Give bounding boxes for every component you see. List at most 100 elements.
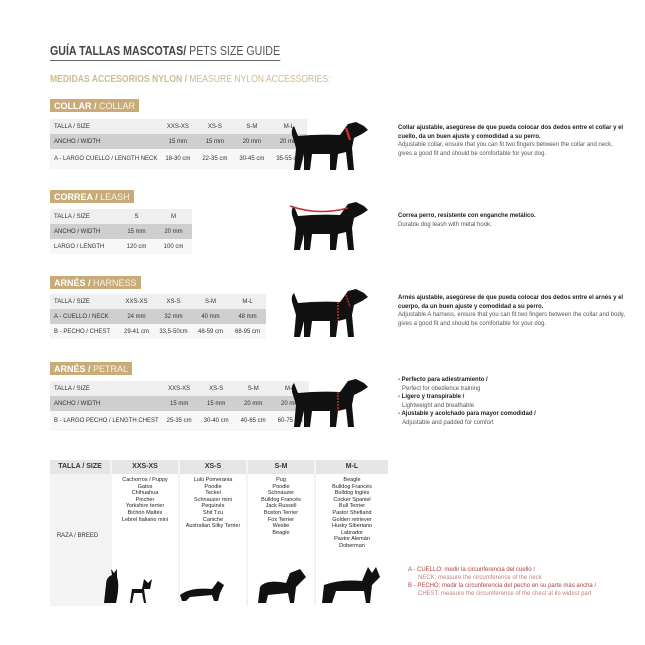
breed-item: Labrador [340,529,364,536]
breed-item: Bulldog Francés [261,496,301,503]
collar-table: TALLA / SIZE XXS-XS XS-S S-M M-L ANCHO / WIDT… [50,119,308,169]
table-cell: XS-S [155,294,192,309]
breed-item: Yorkshire terrier [125,503,165,510]
breed-item: Pug [276,477,286,483]
dog-leash-icon [289,202,368,250]
breed-item: Chihuahua [131,490,159,497]
table-row: TALLA / SIZE XXS-XS XS-S S-M M-L [50,119,308,134]
table-row: ANCHO / WIDTH 15 mm 20 mm [50,224,192,239]
table-cell: 48 mm [229,309,266,324]
table-row: TALLA / SIZE S M [50,209,192,224]
breed-item: Lulú Pomerania [193,477,233,483]
table-cell: 32 mm [155,309,192,324]
row-label: TALLA / SIZE [50,209,118,224]
breed-item: Poodle [204,483,222,490]
breed-item: Bulldog Inglés [334,490,370,497]
table-row: A - LARGO CUELLO / LENGTH NECK 18-30 cm 22… [50,149,308,169]
table-cell: 15 mm [159,134,197,149]
table-row: ANCHO / WIDTH 15 mm 15 mm 20 mm 20 mm [50,396,309,411]
breed-item: Pastor Shetland [332,509,372,516]
table-cell: M-L [270,119,308,134]
harness-description: Arnés ajustable, asegúrese de que pueda … [398,295,626,327]
collar-description: Collar ajustable, asegúrese de que pueda… [398,125,624,157]
table-cell: XXS-XS [118,294,155,309]
breed-item: Boston Terrier [263,509,299,516]
table-cell: S [118,209,155,224]
table-cell: 48-59 cm [192,324,229,339]
row-label: TALLA / SIZE [50,294,118,309]
table-cell: M-L [229,294,266,309]
petral-table: TALLA / SIZE XXS-XS XS-S S-M M-L ANCHO / WIDT… [50,381,309,431]
breed-column: XS-S Lulú Pomerania Poodle Teckel Schnauzer … [178,460,246,606]
breed-column: XXS-XS Cachorros / Puppy Gatos Chihuahua Pin… [110,460,178,606]
table-cell: M-L [271,381,309,396]
breed-size-header: M-L [316,460,388,474]
breed-item: Pincher [135,496,155,503]
table-cell: 100 cm [155,239,192,254]
row-label: B - PECHO / CHEST [50,324,118,339]
dog-collar-icon [291,122,368,170]
breed-item: Schnauzer [267,490,295,497]
table-row: TALLA / SIZE XXS-XS XS-S S-M M-L [50,381,309,396]
table-row: A - CUELLO / NECK 24 mm 32 mm 40 mm 48 mm [50,309,266,324]
row-label: TALLA / SIZE [50,119,160,134]
breed-item: Golden retriever [332,516,372,523]
table-row: TALLA / SIZE XXS-XS XS-S S-M M-L [50,294,266,309]
dog-harness-icon [291,289,368,337]
breed-item: Bull Terrier [338,503,366,510]
breed-item: Caniche [202,516,224,523]
breed-item: Cocker Spaniel [333,496,371,503]
row-label: B - LARGO PECHO / LENGTH CHEST [50,411,161,431]
table-cell: XS-S [196,119,234,134]
breed-size-header: XXS-XS [112,460,178,474]
breed-item: Teckel [205,490,221,497]
table-cell: XXS-XS [159,119,197,134]
row-label: TALLA / SIZE [50,381,161,396]
subtitle: MEDIDAS ACCESORIOS NYLON / MEASURE NYLON… [50,73,331,85]
table-cell: 25-35 cm [160,411,198,431]
row-label: A - CUELLO / NECK [50,309,118,324]
row-label: ANCHO / WIDTH [50,396,161,411]
table-cell: M [155,209,192,224]
breed-item: Fox Terrier [267,516,295,523]
breed-item: Husky Siberiano [331,523,373,530]
table-cell: XS-S [197,381,235,396]
breed-item: Bulldog Francés [332,483,372,490]
leash-description: Correa perro, resistente con enganche me… [398,213,536,228]
dog-petral-icon [291,379,368,427]
petral-badge: ARNÉS / PETRAL [50,362,133,375]
row-label: ANCHO / WIDTH [50,134,160,149]
harness-table: TALLA / SIZE XXS-XS XS-S S-M M-L A - CUELLO /… [50,294,266,339]
row-label: ANCHO / WIDTH [50,224,118,239]
breed-item: Westie [272,523,290,530]
breed-size-header: XS-S [180,460,246,474]
table-cell: 20 mm [234,396,272,411]
size-header: TALLA / SIZE [50,460,110,474]
table-row: B - PECHO / CHEST 29-41 cm 33,5-50cm 48-59 … [50,324,266,339]
breed-item: Pequinés [201,503,225,510]
breed-item: Jack Russell [265,503,297,510]
table-cell: 24 mm [118,309,155,324]
breed-item: Lebrel Italiano mini [121,516,169,523]
table-cell: 30-40 cm [197,411,235,431]
table-cell: 33,5-50cm [155,324,192,339]
breed-item: Bichón Maltés [127,509,163,516]
table-cell: 15 mm [196,134,234,149]
row-label: LARGO / LENGTH [50,239,118,254]
table-cell: 15 mm [118,224,155,239]
table-cell: 15 mm [197,396,235,411]
table-cell: 68-95 cm [229,324,266,339]
table-cell: 40-65 cm [234,411,272,431]
table-cell: 22-35 cm [196,149,234,169]
table-row: LARGO / LENGTH 120 cm 100 cm [50,239,192,254]
table-row: ANCHO / WIDTH 15 mm 15 mm 20 mm 20 mm [50,134,308,149]
breed-item: Australian Silky Terrier [185,523,241,530]
breed-label: RAZA / BREED [56,533,99,539]
table-cell: S-M [192,294,229,309]
table-cell: 29-41 cm [118,324,155,339]
collar-badge: COLLAR / COLLAR [50,99,140,112]
breed-item: Schnauzer mini [194,496,232,503]
breed-column: S-M Pug Poodle Schnauzer Bulldog Francés Jack… [246,460,314,606]
leash-table: TALLA / SIZE S M ANCHO / WIDTH 15 mm 20 mm LAR… [50,209,192,254]
table-cell: 30-45 cm [233,149,271,169]
